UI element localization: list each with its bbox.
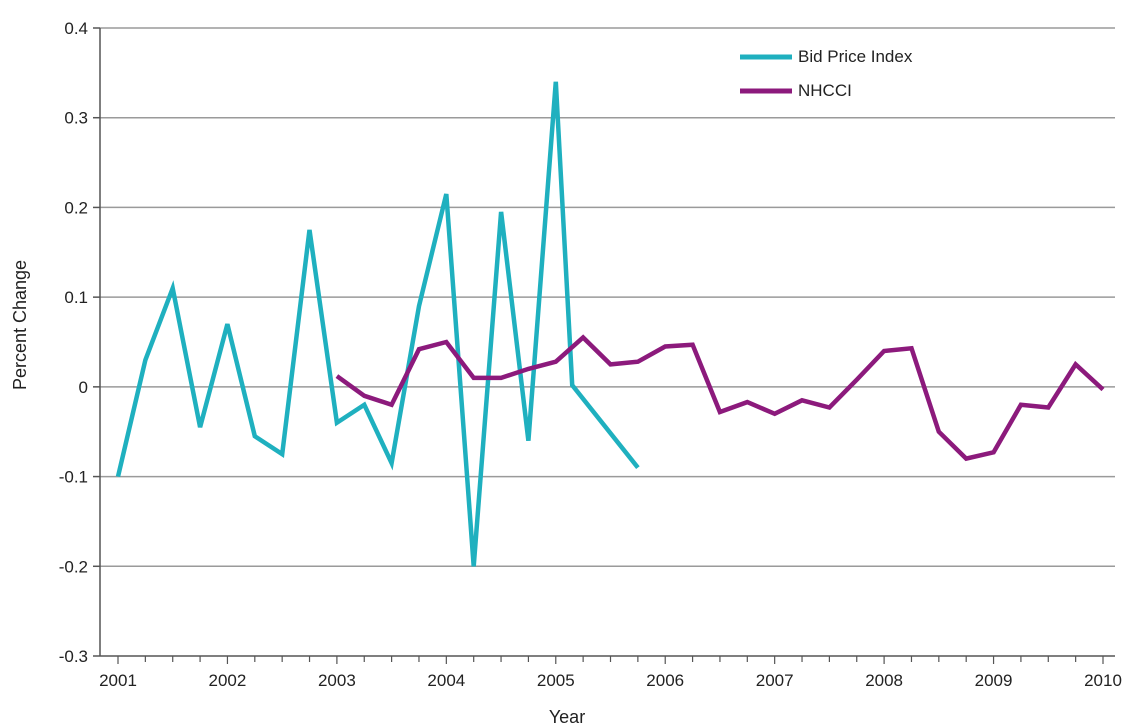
x-tick-label: 2009	[975, 671, 1013, 690]
y-tick-labels: -0.3 -0.2 -0.1 0 0.1 0.2 0.3 0.4	[59, 19, 88, 666]
series-line-bid-price-index	[115, 81, 640, 567]
grid-lines	[93, 27, 1115, 664]
axes	[99, 28, 1115, 657]
y-tick-label: 0	[79, 378, 88, 397]
y-tick-label: 0.3	[64, 109, 88, 128]
x-tick-label: 2008	[865, 671, 903, 690]
x-tick-label: 2006	[646, 671, 684, 690]
y-tick-label: -0.1	[59, 468, 88, 487]
x-tick-label: 2005	[537, 671, 575, 690]
y-axis-title: Percent Change	[10, 260, 30, 390]
legend-item-nhcci: NHCCI	[740, 81, 852, 100]
legend: Bid Price Index NHCCI	[740, 47, 913, 100]
y-tick-label: 0.1	[64, 288, 88, 307]
x-tick-label: 2007	[756, 671, 794, 690]
x-tick-label: 2010	[1084, 671, 1122, 690]
legend-item-bid-price-index: Bid Price Index	[740, 47, 913, 66]
y-tick-label: -0.2	[59, 557, 88, 576]
x-tick-label: 2004	[427, 671, 465, 690]
x-tick-label: 2002	[209, 671, 247, 690]
x-tick-label: 2001	[99, 671, 137, 690]
series-lines	[115, 81, 1105, 567]
legend-label-nhcci: NHCCI	[798, 81, 852, 100]
x-axis-title: Year	[549, 707, 585, 727]
legend-label-bid-price-index: Bid Price Index	[798, 47, 913, 66]
series-line-nhcci	[335, 334, 1105, 462]
y-tick-label: 0.4	[64, 19, 88, 38]
x-tick-label: 2003	[318, 671, 356, 690]
x-tick-labels: 2001 2002 2003 2004 2005 2006 2007 2008 2009 2010	[99, 671, 1122, 690]
y-tick-label: 0.2	[64, 198, 88, 217]
y-tick-label: -0.3	[59, 647, 88, 666]
